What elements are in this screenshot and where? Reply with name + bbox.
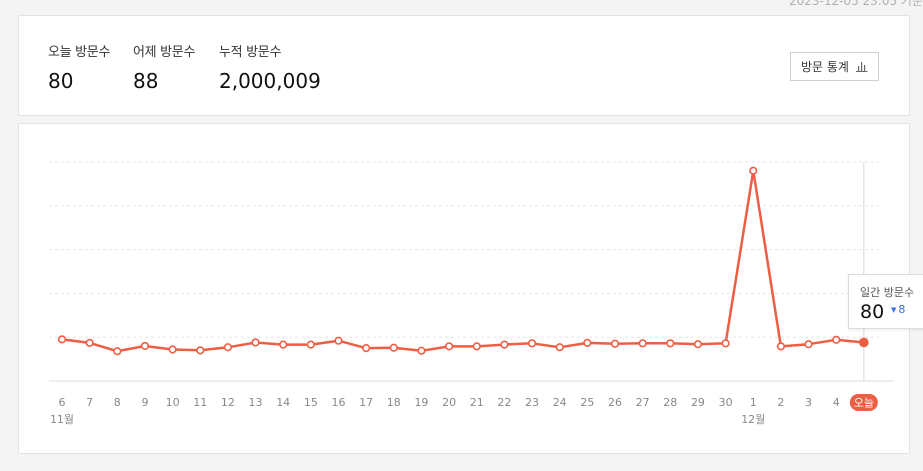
daily-visits-tooltip: 일간 방문수 80 ▼ 8 <box>848 274 923 329</box>
visit-stats-button[interactable]: 방문 통계 <box>790 52 879 81</box>
data-point <box>140 341 150 351</box>
x-tick-label: 17 <box>359 396 373 409</box>
daily-visits-chart-card: 6 7 8 9 10 11 12 13 14 15 16 17 18 19 20 21 22 23 24 25 26 27… <box>18 123 910 454</box>
data-point <box>168 345 177 354</box>
data-point <box>666 339 675 348</box>
data-point <box>555 343 564 352</box>
x-tick-label-today: 오늘 <box>854 397 874 410</box>
total-visits-label: 누적 방문수 <box>219 45 282 60</box>
data-point <box>57 335 67 344</box>
data-point <box>776 342 786 351</box>
x-month-label: 11월 <box>50 413 74 426</box>
bar-chart-icon <box>855 61 868 72</box>
tooltip-diff: ▼ 8 <box>891 303 905 316</box>
data-point <box>583 338 592 347</box>
today-visits-label: 오늘 방문수 <box>48 45 111 60</box>
x-tick-label: 14 <box>276 396 290 409</box>
visitor-summary-card: 오늘 방문수 80 어제 방문수 88 누적 방문수 2,000,009 방문 … <box>18 15 910 116</box>
down-arrow-icon: ▼ <box>891 305 897 314</box>
data-point <box>113 347 122 356</box>
x-tick-label: 6 <box>59 396 66 409</box>
x-tick-label: 30 <box>719 396 733 409</box>
x-tick-label: 23 <box>525 396 539 409</box>
x-tick-label: 25 <box>580 396 594 409</box>
data-point <box>389 343 398 352</box>
data-point <box>85 338 94 347</box>
today-badge <box>849 394 878 411</box>
data-point <box>527 339 537 348</box>
data-point <box>334 336 343 345</box>
x-tick-label: 20 <box>442 396 456 409</box>
data-point-today <box>859 337 869 348</box>
x-tick-label: 10 <box>166 396 180 409</box>
x-tick-label: 22 <box>497 396 511 409</box>
data-point <box>721 339 730 348</box>
data-point <box>306 340 315 349</box>
x-tick-label: 13 <box>249 396 263 409</box>
x-tick-label: 26 <box>608 396 622 409</box>
data-point <box>693 340 703 349</box>
yesterday-visits-value: 88 <box>133 69 159 93</box>
data-point <box>749 166 758 175</box>
data-point <box>223 343 232 352</box>
x-tick-label: 29 <box>691 396 705 409</box>
tooltip-value: 80 <box>860 301 885 323</box>
data-point <box>472 342 481 351</box>
x-tick-label: 27 <box>636 396 650 409</box>
x-tick-label: 18 <box>387 396 401 409</box>
x-month-label: 12월 <box>741 413 765 426</box>
data-point <box>445 342 454 351</box>
total-visits: 누적 방문수 2,000,009 <box>219 41 321 93</box>
data-point <box>279 340 288 349</box>
data-point <box>362 344 371 353</box>
daily-visits-chart: 6 7 8 9 10 11 12 13 14 15 16 17 18 19 20 21 22 23 24 25 26 27… <box>49 161 894 426</box>
x-tick-label: 2 <box>777 396 784 409</box>
yesterday-visits-label: 어제 방문수 <box>133 45 196 60</box>
x-tick-label: 24 <box>553 396 567 409</box>
x-tick-label: 19 <box>414 396 428 409</box>
daily-visits-line <box>61 169 864 353</box>
x-tick-label: 1 <box>750 396 757 409</box>
total-visits-value: 2,000,009 <box>219 69 321 93</box>
data-point <box>417 346 426 355</box>
data-point <box>804 340 813 349</box>
timestamp: 2023-12-05 23:05 기준 <box>788 0 923 8</box>
data-point <box>251 338 260 347</box>
yesterday-visits: 어제 방문수 88 <box>133 41 195 93</box>
x-tick-label: 7 <box>86 396 93 409</box>
today-visits-value: 80 <box>48 69 74 93</box>
data-point <box>638 339 647 348</box>
x-tick-label: 28 <box>663 396 677 409</box>
x-tick-label: 16 <box>332 396 346 409</box>
x-tick-label: 15 <box>304 396 318 409</box>
x-tick-label: 21 <box>470 396 484 409</box>
x-tick-label: 9 <box>141 396 148 409</box>
x-tick-label: 3 <box>805 396 812 409</box>
tooltip-diff-value: 8 <box>898 303 906 316</box>
data-point <box>610 339 620 348</box>
data-point <box>500 340 509 349</box>
data-point <box>196 346 205 355</box>
visit-stats-button-label: 방문 통계 <box>801 60 849 74</box>
tooltip-label: 일간 방문수 <box>860 286 915 299</box>
x-tick-label: 12 <box>221 396 235 409</box>
x-tick-label: 11 <box>193 396 207 409</box>
x-tick-label: 4 <box>833 396 840 409</box>
today-visits: 오늘 방문수 80 <box>48 41 110 93</box>
data-point <box>832 335 841 344</box>
x-tick-label: 8 <box>114 396 121 409</box>
